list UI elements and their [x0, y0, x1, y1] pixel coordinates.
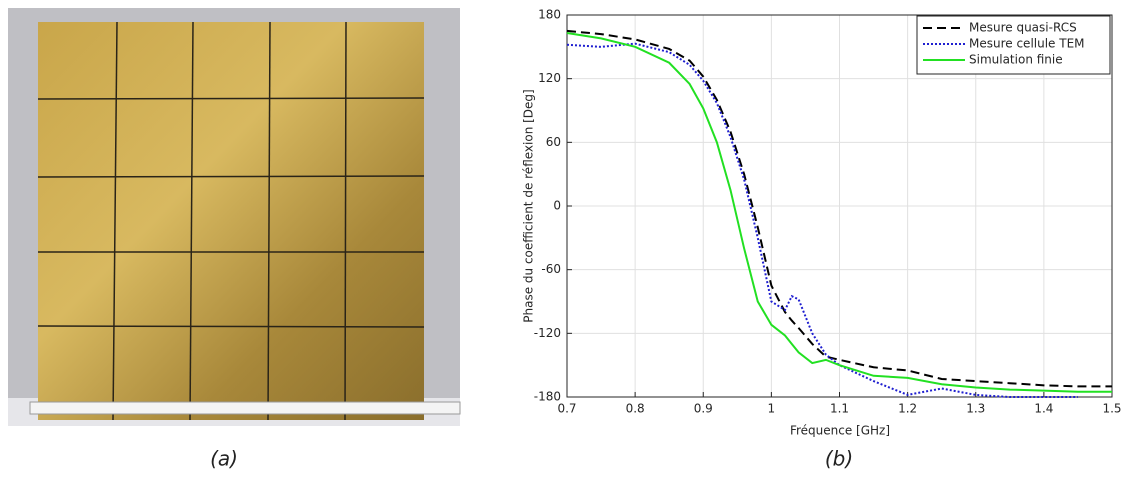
plot-frame	[566, 14, 1113, 398]
y-tick-label: 0	[553, 199, 561, 213]
x-tick-label: 0.9	[694, 402, 713, 416]
legend-label: Mesure cellule TEM	[969, 37, 1085, 51]
x-tick-label: 1.4	[1034, 402, 1053, 416]
x-tick-label: 1	[768, 402, 776, 416]
caption: (b)	[825, 447, 853, 471]
y-tick-label: 60	[546, 135, 561, 149]
series-line	[566, 29, 1112, 388]
x-tick-label: 1.1	[830, 402, 849, 416]
y-tick-label: -60	[541, 262, 561, 276]
x-tick-label: 1.3	[966, 402, 985, 416]
photo	[8, 8, 461, 426]
legend-label: Simulation finie	[969, 53, 1063, 67]
x-tick-label: 1.5	[1102, 402, 1121, 416]
x-tick-label: 0.7	[557, 402, 576, 416]
legend-box	[916, 15, 1111, 75]
legend-label: Mesure quasi-RCS	[969, 21, 1077, 35]
series-line	[566, 42, 1078, 398]
caption: (a)	[210, 447, 238, 471]
series-line	[566, 32, 1112, 393]
x-tick-label: 1.2	[898, 402, 917, 416]
y-tick-label: -120	[534, 326, 561, 340]
y-tick-label: -180	[534, 390, 561, 404]
y-axis-label: Phase du coefficient de réflexion [Deg]	[522, 89, 536, 322]
x-axis-label: Fréquence [GHz]	[790, 424, 890, 438]
y-tick-label: 180	[538, 8, 561, 22]
x-tick-label: 0.8	[626, 402, 645, 416]
y-tick-label: 120	[538, 71, 561, 85]
